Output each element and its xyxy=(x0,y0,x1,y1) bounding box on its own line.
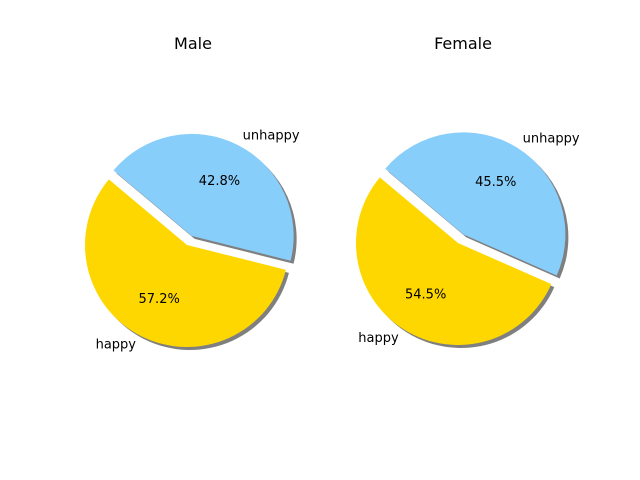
female-pie-chart: Female 54.5% happy 45.5% unhappy xyxy=(355,34,580,349)
female-unhappy-label: unhappy xyxy=(523,132,580,147)
female-unhappy-percent-label: 45.5% xyxy=(475,175,516,190)
female-pie-slices xyxy=(355,132,566,346)
male-chart-title: Male xyxy=(174,34,212,53)
female-unhappy-slice xyxy=(385,132,566,276)
female-happy-label: happy xyxy=(358,331,399,346)
male-happy-slice xyxy=(84,179,286,347)
female-pie-labels: 54.5% happy 45.5% unhappy xyxy=(358,132,580,346)
male-unhappy-slice xyxy=(113,133,294,261)
female-happy-slice xyxy=(355,177,552,346)
male-pie-labels: 57.2% happy 42.8% unhappy xyxy=(96,128,300,352)
female-happy-percent-label: 54.5% xyxy=(405,287,446,302)
male-happy-percent-label: 57.2% xyxy=(139,292,180,307)
male-happy-label: happy xyxy=(96,337,137,352)
male-unhappy-label: unhappy xyxy=(243,128,300,143)
male-pie-slices xyxy=(84,133,294,347)
female-chart-title: Female xyxy=(434,34,492,53)
male-unhappy-percent-label: 42.8% xyxy=(199,174,240,189)
male-pie-chart: Male 57.2% happy 42.8% unhappy xyxy=(84,34,300,352)
